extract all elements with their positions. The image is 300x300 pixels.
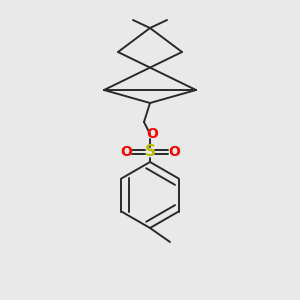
- Text: S: S: [145, 145, 155, 160]
- Text: O: O: [120, 145, 132, 159]
- Text: O: O: [168, 145, 180, 159]
- Text: O: O: [146, 127, 158, 141]
